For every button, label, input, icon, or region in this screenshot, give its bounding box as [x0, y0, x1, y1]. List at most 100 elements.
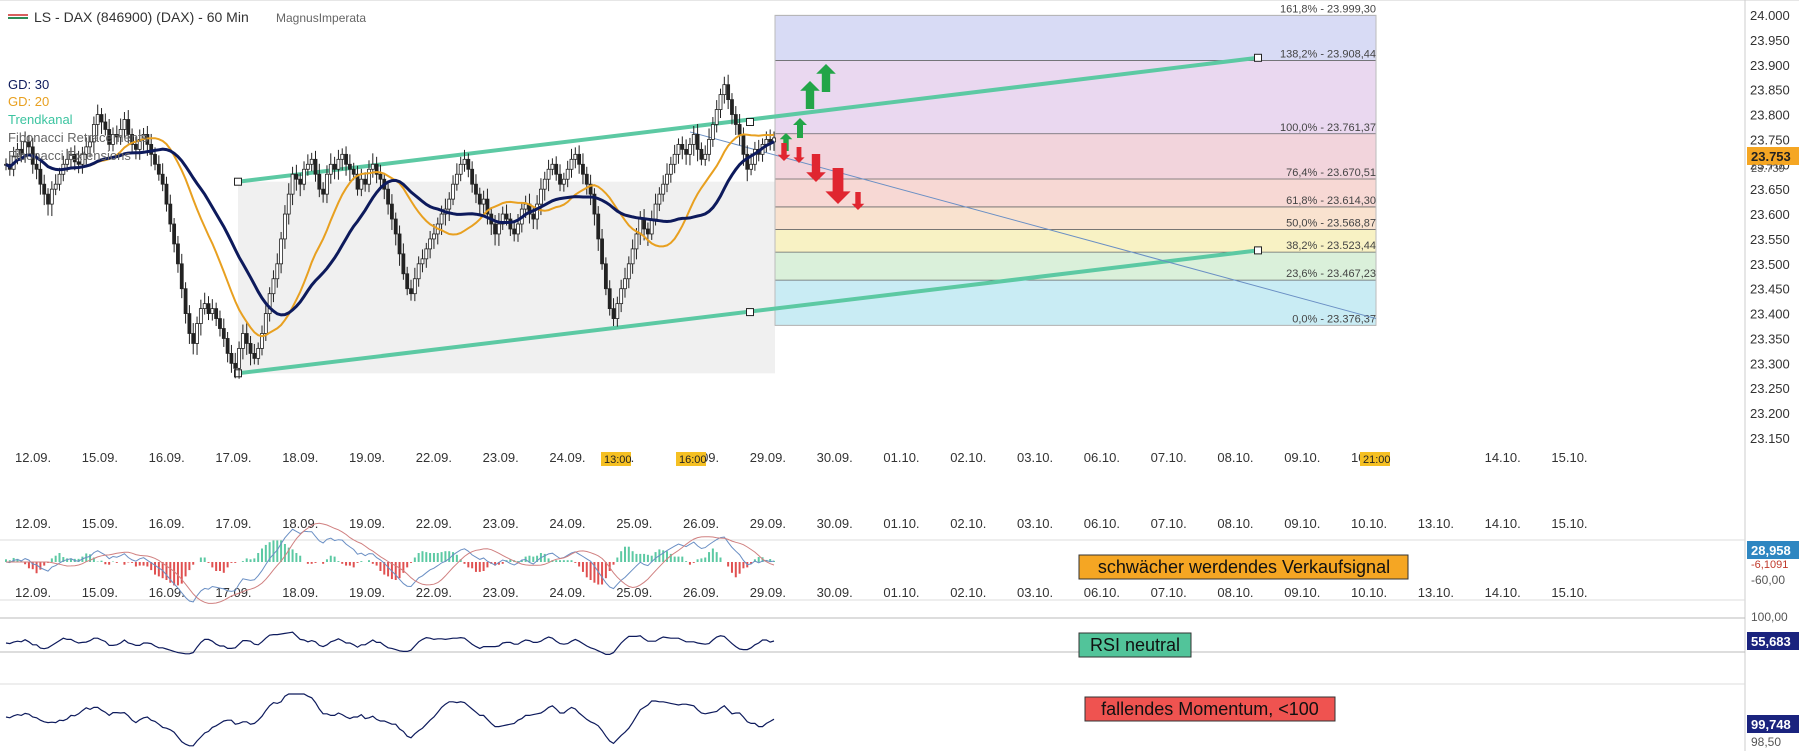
x-tick-2-12: 30.09. [817, 585, 853, 600]
fib-band-7 [775, 280, 1376, 326]
candle-body [653, 203, 658, 220]
x-tick-1-18: 08.10. [1217, 516, 1253, 531]
x-tick-0-19: 09.10. [1284, 450, 1320, 465]
legend-gd30: GD: 30 [8, 77, 49, 92]
candle-body [84, 146, 89, 155]
candle-body [596, 213, 601, 240]
candle-body [76, 161, 81, 165]
x-tick-1-23: 15.10. [1551, 516, 1587, 531]
momentum-level: 98,50 [1751, 735, 1781, 749]
candle-body [210, 308, 215, 314]
candle-body [741, 134, 746, 155]
candle-body [474, 183, 478, 195]
momentum-value-box [1747, 715, 1799, 733]
candle-body [198, 308, 203, 324]
candle-body [466, 158, 471, 170]
candle-body [546, 168, 551, 180]
candle-body [405, 273, 410, 290]
candle-body [279, 238, 284, 265]
y-tick-16: 23.200 [1750, 406, 1790, 421]
candle-body [107, 129, 112, 145]
candle-body [378, 173, 383, 180]
candle-body [305, 163, 310, 170]
x-tick-2-18: 08.10. [1217, 585, 1253, 600]
candle-body [252, 352, 257, 359]
candle-body [328, 163, 333, 175]
x-tick-0-7: 23.09. [483, 450, 519, 465]
trend-channel [234, 53, 1377, 378]
x-tick-2-17: 07.10. [1151, 585, 1187, 600]
candle-body [600, 238, 604, 265]
candle-body [730, 99, 734, 115]
y-tick-10: 23.500 [1750, 257, 1790, 272]
candle-body [206, 303, 211, 314]
x-tick-0-6: 22.09. [416, 450, 452, 465]
candle-body [416, 263, 421, 280]
fib-label-1: 138,2% - 23.908,44 [1280, 49, 1376, 61]
x-tick-1-16: 06.10. [1084, 516, 1120, 531]
projection-line [689, 131, 1377, 320]
candle-body [409, 288, 413, 295]
x-tick-0-3: 17.09. [215, 450, 251, 465]
x-tick-0-12: 30.09. [817, 450, 853, 465]
momentum-note-box [1084, 696, 1336, 722]
candle-body [294, 173, 299, 180]
candle-body [370, 163, 375, 170]
arrow-down-icon [806, 154, 826, 182]
candle-body [321, 188, 326, 195]
signal-arrows [777, 64, 865, 210]
candle-body [420, 258, 425, 265]
y-tick-8: 23.600 [1750, 207, 1790, 222]
fib-label-6: 38,2% - 23.523,44 [1286, 240, 1376, 252]
macd-line [5, 528, 775, 603]
fib-band-6 [775, 252, 1376, 281]
x-tick-0-13: 01.10. [883, 450, 919, 465]
y-tick-17: 23.150 [1750, 431, 1790, 446]
candle-body [691, 134, 696, 145]
candle-body [164, 183, 169, 205]
time-marker-box-0 [601, 452, 631, 466]
candle-body [619, 288, 624, 305]
time-marker-0: 13:00 [604, 454, 632, 466]
fibonacci-levels: 161,8% - 23.999,30 138,2% - 23.908,44 100,… [774, 3, 1377, 326]
legend-gd20: GD: 20 [8, 94, 49, 109]
x-tick-0-16: 06.10. [1084, 450, 1120, 465]
candle-body [325, 173, 329, 195]
candle-body [668, 163, 673, 175]
arrow-up-icon [793, 118, 807, 138]
candle-body [657, 193, 662, 205]
macd-level: -60,00 [1751, 573, 1785, 587]
y-tick-3: 23.850 [1750, 83, 1790, 98]
candle-body [191, 333, 196, 344]
candle-body [500, 213, 505, 225]
x-tick-2-23: 15.10. [1551, 585, 1587, 600]
fib-band-4 [775, 206, 1376, 230]
candle-body [512, 228, 517, 235]
macd-value-box [1747, 541, 1799, 559]
candle-body [347, 163, 352, 170]
candle-body [65, 158, 70, 165]
candle-body [168, 203, 173, 225]
legend-trendkanal: Trendkanal [8, 112, 73, 127]
indicator-labels: schwächer werdendes Verkaufsignal RSI ne… [1078, 541, 1799, 749]
candle-body [432, 233, 436, 240]
time-marker-box-2 [1360, 452, 1390, 466]
candle-body [359, 178, 364, 190]
ma-gd30-line [5, 140, 775, 317]
candle-body [397, 233, 402, 255]
x-tick-0-22: 14.10. [1485, 450, 1521, 465]
x-tick-0-23: 15.10. [1551, 450, 1587, 465]
date-axes: 12.09. 15.09. 16.09. 17.09. 18.09. 19.09. 22.0… [15, 450, 1588, 600]
x-tick-0-1: 15.09. [82, 450, 118, 465]
candle-body [72, 153, 77, 163]
legend-fib-extensions: Fibonacci Extensions [8, 148, 131, 163]
candle-body [737, 124, 742, 135]
candle-body [661, 183, 666, 195]
candle-body [313, 158, 318, 175]
last-price-label-2: 23.739 [1751, 163, 1785, 175]
macd-value: 28,958 [1751, 543, 1791, 558]
candle-body [581, 163, 585, 175]
candle-body [638, 218, 643, 235]
candle-body [27, 141, 31, 148]
x-tick-1-2: 16.09. [149, 516, 185, 531]
